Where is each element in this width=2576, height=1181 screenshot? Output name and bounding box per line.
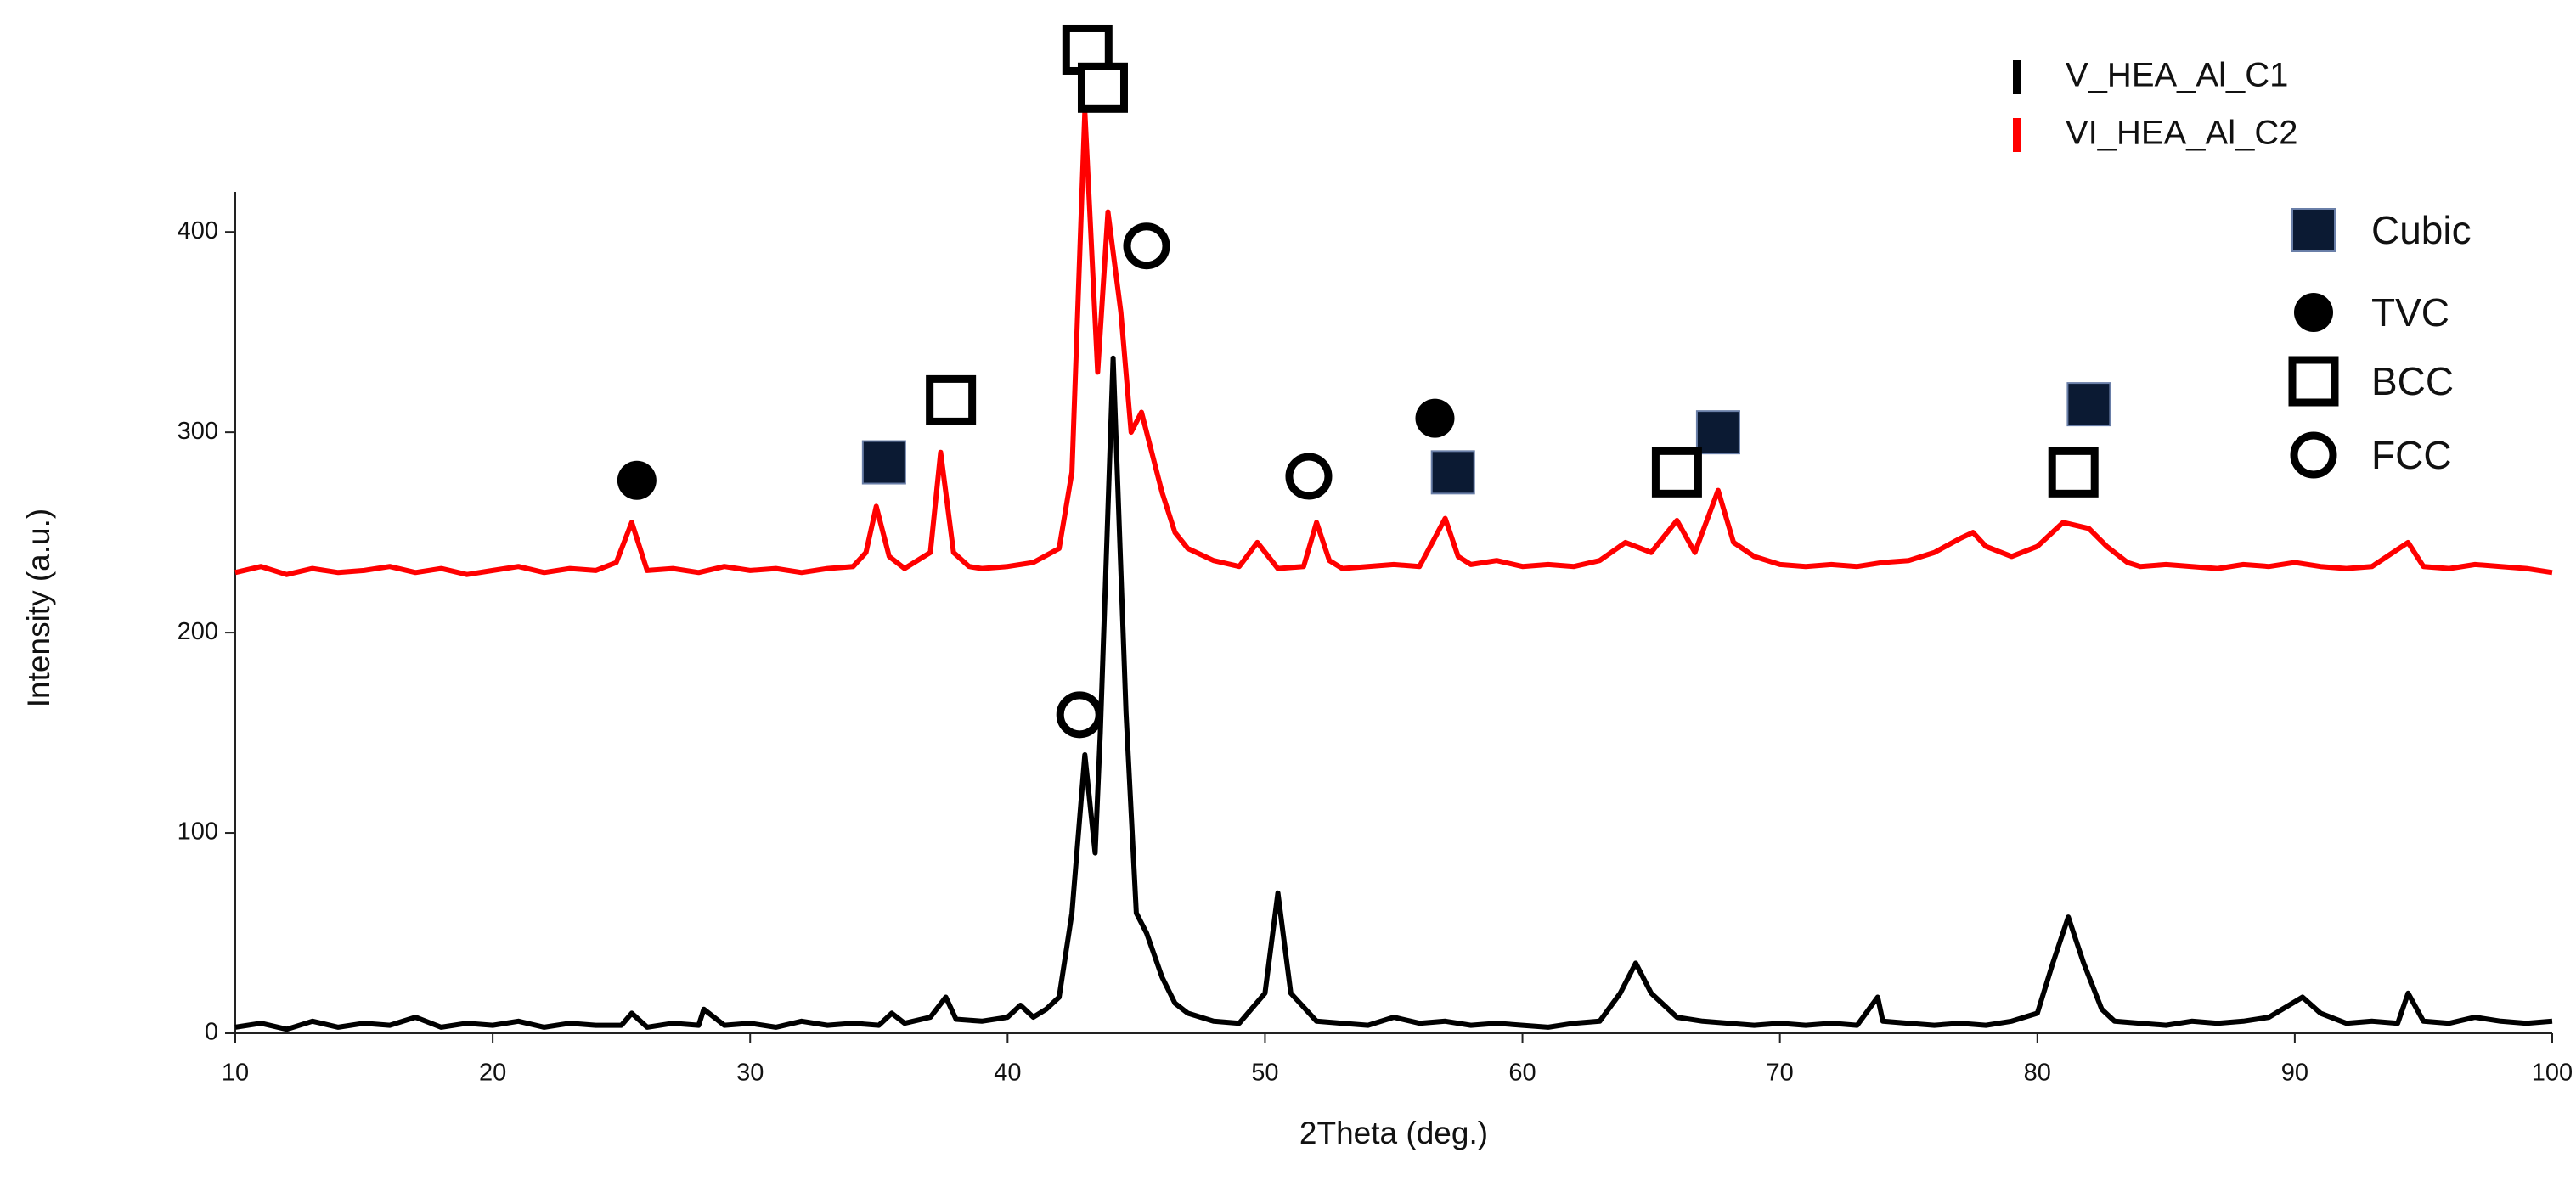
x-tick-label: 40: [994, 1060, 1021, 1087]
phase-marker: [1056, 691, 1103, 739]
phase-marker: [1077, 62, 1128, 113]
phase-marker: [1430, 450, 1475, 495]
phase-legend-label: BCC: [2371, 359, 2454, 403]
y-tick-label: 300: [178, 418, 218, 445]
legend-label: V_HEA_Al_C1: [2066, 57, 2288, 94]
phase-marker: [926, 374, 977, 425]
phase-legend-label: Cubic: [2371, 208, 2472, 252]
phase-marker: [2066, 382, 2111, 427]
phase-marker: [861, 440, 906, 485]
legend-label: VI_HEA_Al_C2: [2066, 115, 2297, 152]
x-tick-label: 100: [2532, 1060, 2573, 1087]
y-axis-label: Intensity (a.u.): [21, 509, 56, 707]
phase-legend-label: TVC: [2371, 290, 2449, 335]
legend-swatch: [2013, 118, 2021, 152]
y-tick-label: 200: [178, 618, 218, 645]
x-tick-label: 90: [2281, 1060, 2308, 1087]
x-tick-label: 70: [1767, 1060, 1794, 1087]
x-axis-label: 2Theta (deg.): [1299, 1116, 1488, 1150]
x-tick-label: 10: [222, 1060, 249, 1087]
phase-legend-marker: [2288, 356, 2339, 407]
phase-marker: [617, 460, 657, 500]
x-tick-label: 20: [479, 1060, 506, 1087]
phase-legend-label: FCC: [2371, 433, 2452, 477]
x-tick-label: 80: [2024, 1060, 2051, 1087]
x-tick-label: 50: [1251, 1060, 1278, 1087]
spectrum-line: [234, 355, 2553, 1032]
y-tick-label: 100: [178, 818, 218, 846]
y-tick-label: 400: [178, 217, 218, 245]
x-tick-label: 60: [1508, 1060, 1536, 1087]
phase-legend-marker: [2294, 293, 2333, 332]
phase-marker: [1415, 398, 1455, 438]
phase-marker: [1123, 222, 1170, 270]
phase-legend-marker: [2290, 431, 2337, 479]
phase-marker: [1285, 453, 1333, 500]
phase-marker: [1695, 410, 1740, 455]
y-tick-label: 0: [205, 1019, 218, 1046]
phase-legend-marker: [2291, 208, 2336, 252]
legend-swatch: [2013, 60, 2021, 94]
x-tick-label: 30: [736, 1060, 764, 1087]
spectrum-line: [234, 109, 2553, 577]
phase-marker: [2048, 447, 2099, 498]
phase-marker: [1651, 447, 1702, 498]
